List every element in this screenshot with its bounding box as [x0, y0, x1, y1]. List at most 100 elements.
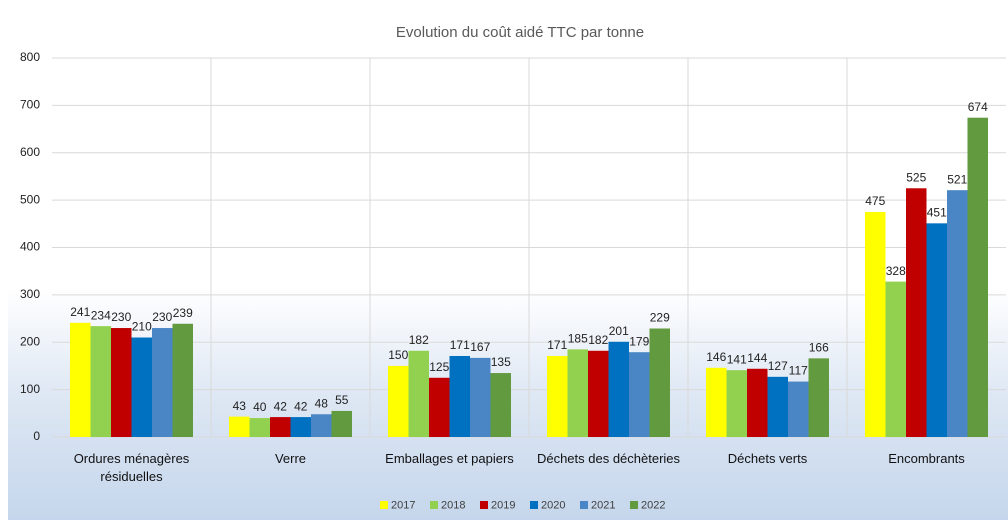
bar	[865, 211, 886, 437]
data-label: 241	[70, 305, 90, 319]
bar	[70, 322, 91, 437]
data-label: 167	[470, 340, 490, 354]
x-tick-label: Déchets des déchèteries	[536, 451, 681, 466]
data-label: 525	[906, 170, 926, 184]
bar	[726, 370, 747, 437]
y-tick-label: 200	[20, 334, 40, 348]
bar	[926, 223, 947, 437]
y-tick-label: 500	[20, 192, 40, 206]
bar	[290, 417, 311, 437]
legend-swatch	[480, 501, 488, 509]
legend-label: 2022	[641, 499, 665, 511]
data-label: 328	[886, 264, 906, 278]
data-label: 125	[429, 360, 449, 374]
data-label: 239	[173, 306, 193, 320]
data-label: 146	[706, 350, 726, 364]
bar	[388, 365, 409, 437]
data-label: 230	[111, 310, 131, 324]
data-label: 210	[132, 320, 152, 334]
bar	[449, 355, 470, 437]
bar	[967, 117, 988, 437]
y-tick-label: 600	[20, 145, 40, 159]
bar	[608, 341, 629, 437]
y-tick-label: 400	[20, 240, 40, 254]
y-tick-label: 0	[33, 429, 40, 443]
data-label: 40	[253, 400, 267, 414]
legend-swatch	[380, 501, 388, 509]
x-tick-label: Déchets verts	[727, 451, 808, 466]
legend-label: 2018	[441, 499, 465, 511]
bar	[408, 350, 429, 437]
data-label: 451	[927, 206, 947, 220]
data-label: 201	[609, 324, 629, 338]
data-label: 127	[768, 359, 788, 373]
legend-label: 2019	[491, 499, 515, 511]
data-label: 150	[388, 348, 408, 362]
y-tick-label: 800	[20, 50, 40, 64]
data-label: 141	[727, 352, 747, 366]
bar	[90, 326, 111, 437]
data-label: 55	[335, 393, 349, 407]
data-label: 674	[968, 100, 988, 114]
bar	[947, 190, 968, 437]
legend-label: 2020	[541, 499, 565, 511]
legend-label: 2017	[391, 499, 415, 511]
bar	[808, 358, 829, 437]
y-tick-label: 700	[20, 98, 40, 112]
data-label: 182	[588, 333, 608, 347]
data-label: 117	[789, 364, 808, 378]
data-label: 182	[409, 333, 429, 347]
bar	[152, 328, 173, 437]
data-label: 42	[294, 399, 308, 413]
data-label: 521	[947, 172, 967, 186]
bar	[767, 376, 788, 437]
bar	[429, 377, 450, 437]
bar	[131, 337, 152, 437]
bar	[270, 417, 291, 437]
data-label: 475	[865, 194, 885, 208]
bar	[490, 373, 511, 437]
legend-swatch	[530, 501, 538, 509]
data-label: 179	[629, 334, 649, 348]
bar	[331, 410, 352, 437]
data-label: 230	[152, 310, 172, 324]
data-label: 185	[568, 332, 588, 346]
data-label: 43	[233, 399, 247, 413]
bar	[788, 381, 809, 437]
data-label: 229	[650, 311, 670, 325]
x-tick-label: Verre	[274, 451, 307, 466]
data-label: 171	[450, 338, 470, 352]
bar	[706, 367, 727, 437]
bar	[629, 352, 650, 437]
data-label: 166	[809, 341, 829, 355]
bar	[172, 323, 193, 437]
x-tick-label: Emballages et papiers	[385, 451, 514, 466]
bar	[885, 281, 906, 437]
bar	[111, 328, 132, 437]
chart-background	[8, 6, 1008, 520]
bar	[649, 328, 670, 437]
y-tick-label: 100	[20, 382, 40, 396]
bar	[249, 418, 270, 437]
data-label: 42	[274, 399, 288, 413]
legend-swatch	[430, 501, 438, 509]
bar	[906, 188, 927, 437]
data-label: 234	[91, 308, 111, 322]
bar	[588, 350, 609, 437]
legend-swatch	[580, 501, 588, 509]
data-label: 48	[315, 396, 329, 410]
bar	[229, 416, 250, 437]
bar	[470, 357, 491, 437]
bar	[567, 349, 588, 437]
data-label: 144	[747, 351, 767, 365]
legend-label: 2021	[591, 499, 615, 511]
legend-swatch	[630, 501, 638, 509]
x-tick-label: Encombrants	[888, 451, 965, 466]
bar	[311, 414, 332, 437]
chart-title: Evolution du coût aidé TTC par tonne	[396, 24, 644, 41]
x-tick-label: Ordures ménagères résiduelles	[73, 451, 190, 484]
data-label: 171	[547, 338, 567, 352]
bar	[547, 355, 568, 437]
